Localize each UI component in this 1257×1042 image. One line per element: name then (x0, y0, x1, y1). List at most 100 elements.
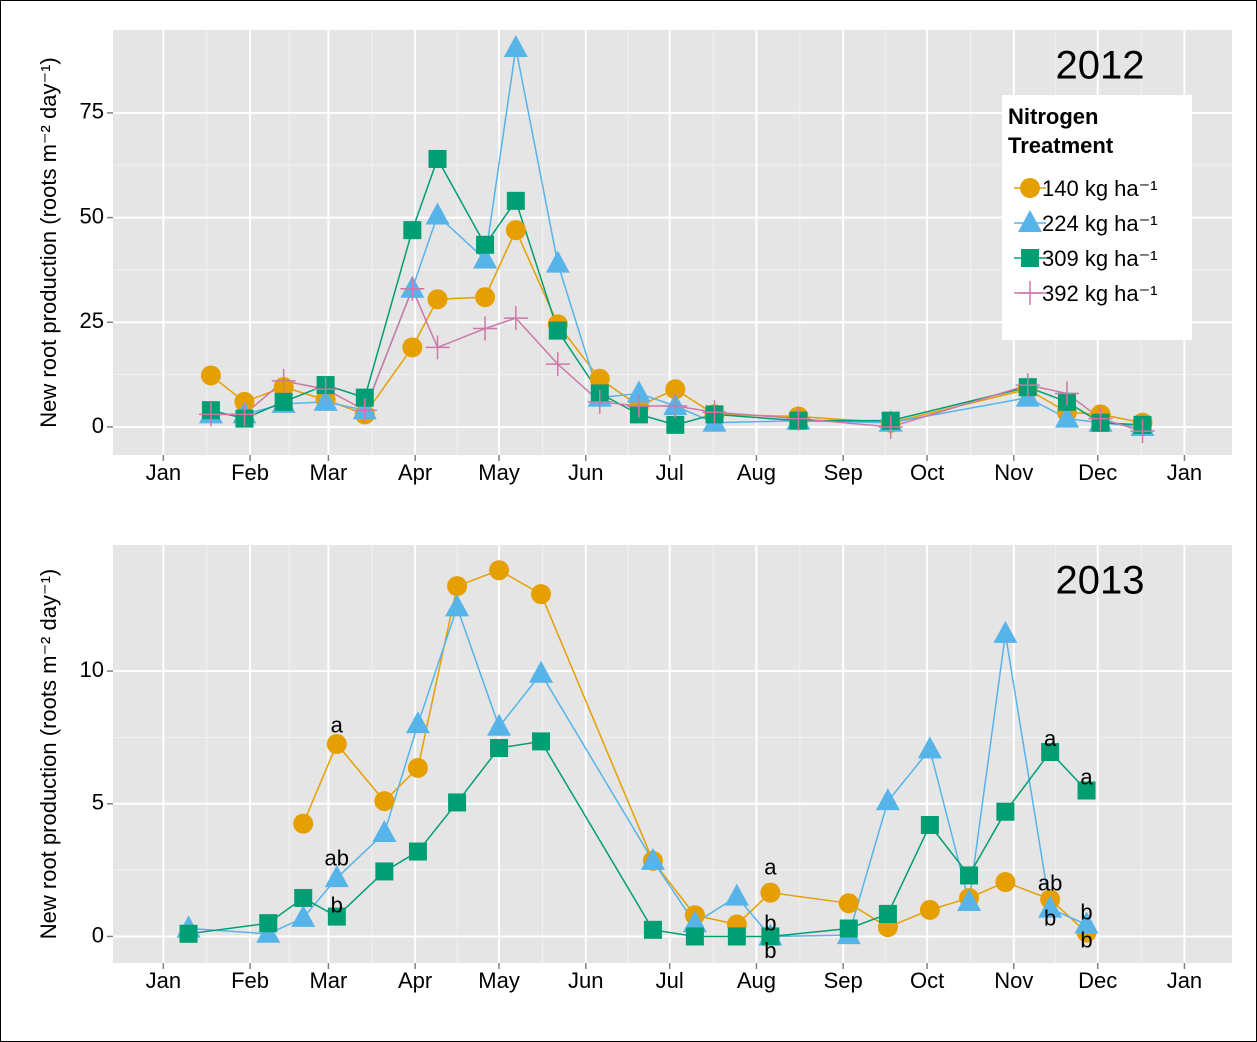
marker (473, 246, 498, 269)
marker (473, 316, 498, 341)
marker (1130, 419, 1155, 444)
marker (1088, 406, 1113, 431)
marker (200, 365, 221, 386)
legend-marker (1020, 178, 1040, 198)
marker (761, 927, 780, 946)
legend-marker (1021, 249, 1039, 267)
marker (274, 392, 293, 411)
marker (545, 250, 570, 273)
marker (327, 907, 346, 926)
marker (682, 910, 707, 933)
marker (372, 819, 397, 842)
marker (179, 924, 198, 943)
marker (374, 791, 395, 812)
marker (786, 406, 811, 431)
panel-title: 2013 (1056, 559, 1145, 603)
legend-title: Nitrogen Treatment (1008, 104, 1114, 158)
legend-label: 224 kg ha⁻¹ (1042, 211, 1158, 236)
y-tick-label: 0 (92, 413, 104, 438)
x-tick-label: Jan (1167, 968, 1202, 993)
marker (427, 289, 448, 310)
marker (489, 560, 510, 581)
marker (760, 882, 781, 903)
marker (1077, 781, 1096, 800)
marker (402, 337, 423, 358)
marker (626, 394, 651, 419)
marker (993, 620, 1018, 643)
x-tick-label: Jun (568, 460, 603, 485)
marker (403, 221, 422, 240)
y-tick-label: 0 (92, 922, 104, 947)
marker (447, 576, 468, 597)
marker (545, 352, 570, 377)
marker (490, 739, 509, 758)
marker (476, 235, 495, 254)
marker (1074, 911, 1099, 934)
x-tick-label: Oct (910, 460, 944, 485)
marker (503, 306, 528, 331)
marker (1041, 743, 1060, 762)
marker (1054, 381, 1079, 406)
marker (532, 732, 551, 751)
x-tick-label: Jan (1167, 460, 1202, 485)
marker (919, 899, 940, 920)
marker (960, 866, 979, 885)
x-tick-label: Dec (1078, 968, 1117, 993)
marker (957, 888, 982, 911)
x-tick-label: May (478, 968, 520, 993)
x-tick-label: Sep (824, 460, 863, 485)
x-tick-label: Mar (309, 968, 347, 993)
annotation: a (331, 713, 344, 738)
marker (666, 415, 685, 434)
marker (293, 813, 314, 834)
marker (685, 927, 704, 946)
marker (294, 888, 313, 907)
legend-label: 392 kg ha⁻¹ (1042, 281, 1158, 306)
annotation: b (1044, 905, 1056, 930)
x-tick-label: Feb (231, 460, 269, 485)
marker (445, 594, 470, 617)
marker (839, 919, 858, 938)
marker (878, 904, 897, 923)
annotation: ab (325, 845, 349, 870)
marker (917, 736, 942, 759)
marker (1054, 405, 1079, 428)
legend-marker (1018, 210, 1042, 232)
marker (408, 842, 427, 861)
marker (352, 398, 377, 423)
legend: Nitrogen Treatment 140 kg ha⁻¹ 224 kg ha⁻¹ 3… (1002, 95, 1192, 340)
marker (995, 872, 1016, 893)
marker (375, 862, 394, 881)
marker (475, 287, 496, 308)
annotation: b (764, 910, 776, 935)
annotation: ab (1038, 871, 1062, 896)
x-tick-label: Apr (398, 968, 432, 993)
marker (313, 377, 338, 402)
y-tick-label: 5 (92, 790, 104, 815)
x-tick-label: May (478, 460, 520, 485)
marker (920, 815, 939, 834)
marker (640, 847, 665, 870)
marker (355, 388, 374, 407)
marker (291, 904, 316, 927)
marker (425, 335, 450, 360)
marker (405, 711, 430, 734)
legend-label: 309 kg ha⁻¹ (1042, 246, 1158, 271)
panel-title: 2012 (1056, 44, 1145, 88)
marker (1015, 373, 1040, 398)
x-tick-label: Jun (568, 968, 603, 993)
y-axis-label: New root production (roots m⁻² day⁻¹) (36, 569, 61, 939)
x-tick-label: Nov (994, 460, 1033, 485)
legend-label: 140 kg ha⁻¹ (1042, 176, 1158, 201)
marker (724, 883, 749, 906)
marker (400, 276, 425, 301)
x-tick-label: Jan (146, 460, 181, 485)
y-tick-label: 10 (80, 657, 104, 682)
x-tick-label: Jul (656, 460, 684, 485)
annotation: b (1080, 899, 1092, 924)
marker (259, 914, 278, 933)
annotation: a (764, 855, 777, 880)
marker (506, 191, 525, 210)
x-tick-label: Dec (1078, 460, 1117, 485)
